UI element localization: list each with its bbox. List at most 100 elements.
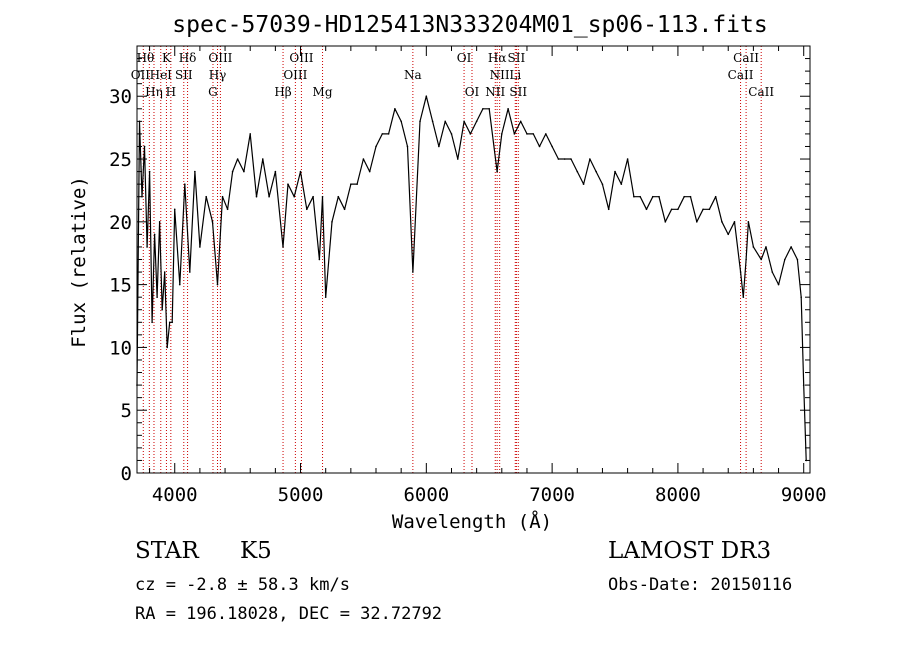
data-point bbox=[194, 170, 196, 173]
data-point bbox=[683, 195, 686, 198]
data-point bbox=[513, 133, 516, 135]
data-point bbox=[614, 170, 616, 173]
object-class: STAR bbox=[135, 538, 199, 564]
data-point bbox=[488, 107, 491, 110]
data-point bbox=[444, 120, 446, 123]
data-point bbox=[171, 321, 174, 324]
data-point bbox=[243, 170, 245, 173]
line-label: OIII bbox=[289, 51, 313, 65]
data-point bbox=[299, 170, 302, 173]
object-subclass: K5 bbox=[240, 538, 272, 564]
data-point bbox=[331, 221, 333, 223]
data-point bbox=[184, 183, 186, 185]
data-point bbox=[752, 246, 755, 248]
data-point bbox=[394, 107, 396, 110]
y-tick-label: 25 bbox=[109, 149, 132, 171]
data-point bbox=[689, 195, 692, 198]
data-point bbox=[469, 133, 472, 135]
data-point bbox=[545, 133, 547, 135]
data-point bbox=[714, 195, 717, 198]
data-point bbox=[158, 221, 161, 223]
y-tick-label: 15 bbox=[109, 275, 132, 297]
line-label: OIII bbox=[283, 68, 307, 82]
data-point bbox=[507, 107, 509, 110]
data-point bbox=[695, 221, 698, 223]
data-point bbox=[475, 120, 478, 123]
data-point bbox=[153, 233, 156, 236]
data-point bbox=[282, 246, 284, 248]
y-tick-label: 0 bbox=[121, 463, 132, 485]
data-point bbox=[431, 120, 434, 123]
data-point bbox=[226, 208, 229, 211]
line-label: H bbox=[166, 85, 176, 99]
line-label: CaII bbox=[733, 51, 759, 65]
line-label: Hα bbox=[488, 51, 507, 65]
data-point bbox=[412, 271, 414, 273]
data-point bbox=[268, 195, 270, 198]
data-point bbox=[287, 183, 289, 185]
data-point bbox=[438, 145, 440, 148]
data-point bbox=[519, 120, 522, 123]
data-point bbox=[557, 158, 560, 160]
data-point bbox=[143, 145, 146, 148]
line-label: OII bbox=[131, 68, 151, 82]
data-point bbox=[450, 133, 453, 135]
data-point bbox=[747, 221, 750, 223]
data-point bbox=[261, 158, 264, 160]
data-point bbox=[708, 208, 711, 211]
data-point bbox=[211, 221, 214, 223]
data-point bbox=[161, 308, 163, 311]
data-point bbox=[790, 246, 792, 248]
data-point bbox=[800, 296, 802, 298]
data-point bbox=[526, 133, 528, 135]
y-tick-label: 5 bbox=[121, 400, 132, 422]
line-label: Na bbox=[404, 68, 422, 82]
data-point bbox=[321, 195, 324, 198]
data-point bbox=[173, 208, 176, 211]
x-tick-label: 9000 bbox=[781, 484, 827, 506]
data-point bbox=[425, 95, 428, 98]
data-point bbox=[166, 346, 168, 349]
data-point bbox=[236, 158, 239, 160]
data-point bbox=[651, 195, 654, 198]
data-point bbox=[189, 271, 191, 273]
data-point bbox=[482, 107, 484, 110]
data-point bbox=[601, 183, 604, 185]
data-point bbox=[456, 158, 459, 160]
survey-name: LAMOST DR3 bbox=[608, 538, 772, 564]
data-point bbox=[151, 321, 153, 324]
data-point bbox=[199, 246, 201, 248]
data-point bbox=[255, 195, 258, 198]
data-point bbox=[156, 296, 158, 298]
data-point bbox=[784, 258, 786, 261]
data-point bbox=[582, 183, 585, 185]
data-point bbox=[419, 120, 421, 123]
x-axis-label: Wavelength (Å) bbox=[392, 510, 552, 533]
line-label: OIII bbox=[208, 51, 232, 65]
line-label: G bbox=[208, 85, 218, 99]
data-point bbox=[645, 208, 648, 211]
data-point bbox=[350, 183, 352, 185]
data-point bbox=[563, 158, 566, 160]
line-label: Hη bbox=[145, 85, 163, 99]
data-point bbox=[595, 170, 597, 173]
line-label: NII bbox=[485, 85, 505, 99]
line-label: OI bbox=[465, 85, 480, 99]
data-point bbox=[318, 258, 321, 261]
obs-date: Obs-Date: 20150116 bbox=[608, 575, 793, 595]
data-point bbox=[324, 296, 327, 298]
data-point bbox=[745, 258, 747, 261]
line-label: CaII bbox=[748, 85, 774, 99]
data-point bbox=[221, 195, 224, 198]
data-point bbox=[312, 195, 314, 198]
data-point bbox=[576, 170, 579, 173]
x-tick-label: 4000 bbox=[152, 484, 198, 506]
data-point bbox=[406, 145, 409, 148]
data-point bbox=[702, 208, 704, 211]
data-point bbox=[375, 145, 377, 148]
x-tick-label: 6000 bbox=[403, 484, 449, 506]
line-label: K bbox=[162, 51, 172, 65]
data-point bbox=[231, 170, 234, 173]
data-point bbox=[765, 246, 767, 248]
